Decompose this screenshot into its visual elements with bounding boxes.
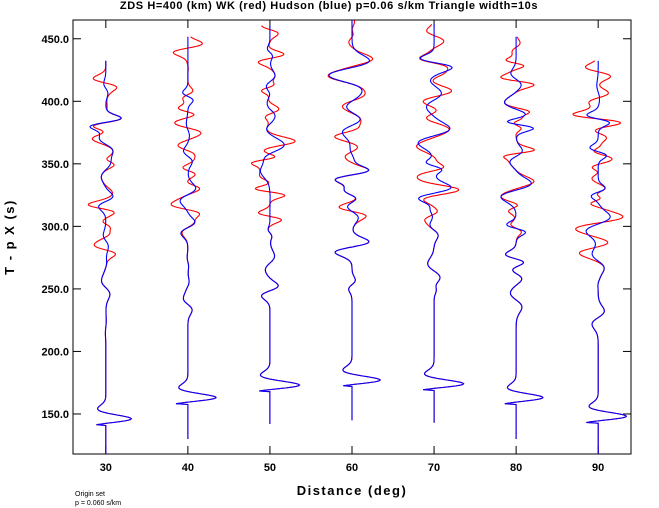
x-tick-label: 70	[428, 462, 440, 474]
trace-wk	[170, 36, 217, 439]
y-tick-label: 350.0	[41, 159, 69, 171]
y-tick-label: 300.0	[41, 221, 69, 233]
trace-group	[87, 20, 628, 454]
x-tick-label: 90	[592, 462, 604, 474]
trace-hudson	[259, 25, 301, 424]
y-tick-label: 200.0	[41, 346, 69, 358]
trace-wk	[250, 25, 301, 424]
trace-wk	[87, 60, 133, 454]
footnote-origin: Origin set	[75, 491, 105, 498]
y-tick-label: 250.0	[41, 284, 69, 296]
y-tick-label: 400.0	[41, 96, 69, 108]
x-tick-label: 40	[182, 462, 194, 474]
y-axis-label: T - p X (s)	[2, 199, 17, 275]
trace-hudson	[89, 60, 133, 454]
trace-hudson	[328, 20, 381, 421]
trace-hudson	[417, 24, 465, 423]
x-tick-label: 50	[264, 462, 276, 474]
trace-wk	[416, 23, 465, 423]
trace-hudson	[175, 36, 217, 439]
x-axis-label: Distance (deg)	[297, 483, 408, 498]
y-tick-label: 150.0	[41, 409, 69, 421]
chart-title: ZDS H=400 (km) WK (red) Hudson (blue) p=…	[120, 0, 538, 12]
x-tick-label: 60	[346, 462, 358, 474]
x-tick-label: 80	[510, 462, 522, 474]
trace-hudson	[585, 60, 628, 454]
footnote-slowness: p = 0.060 s/km	[75, 500, 121, 507]
trace-wk	[500, 36, 544, 439]
x-tick-label: 30	[100, 462, 112, 474]
trace-wk	[327, 20, 381, 421]
y-tick-label: 450.0	[41, 34, 69, 46]
axis-ticks: 150.0 200.0 250.0 300.0 350.0 400.0 450.0 30 40 5…	[41, 20, 631, 474]
trace-hudson	[500, 36, 544, 439]
